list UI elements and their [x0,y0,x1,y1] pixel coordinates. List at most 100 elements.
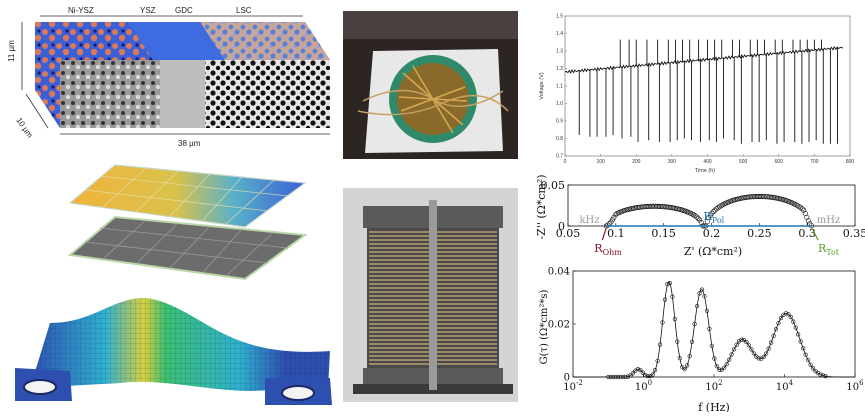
voltage-x-axis-label: Time (h) [695,168,715,174]
simulation-layers-figure [67,164,308,281]
drt-y-tick: 0.04 [548,267,570,278]
drt-point [640,370,645,375]
drt-point [638,367,643,373]
drt-point [665,282,670,287]
interconnect-plate [67,215,308,281]
drt-point [732,347,737,352]
drt-point [798,339,803,344]
voltage-x-tick: 200 [632,159,641,165]
r-ohm-label: ROhm [594,242,622,257]
voltage-y-axis-label: Voltage (V) [539,72,545,99]
drt-y-tick: 0 [564,373,570,384]
length-dimension-label: 38 µm [178,139,201,148]
drt-x-tick: 104 [776,379,794,393]
voltage-x-tick: 300 [668,159,677,165]
impedance-y-axis-label: -Z'' (Ω*cm²) [535,175,548,240]
layer-label-ni-ysz: Ni-YSZ [68,6,94,15]
r-pol-label: RPol [704,210,725,225]
impedance-point [799,206,805,212]
voltage-y-tick: 1.4 [556,31,563,37]
r-tot-label: RTot [818,242,840,257]
drt-x-tick: 106 [846,379,864,393]
drt-point [823,373,828,379]
impedance-point [805,218,811,224]
drt-point [766,346,771,351]
voltage-plot-area [564,15,851,157]
voltage-x-tick: 0 [564,159,567,165]
impedance-point [605,222,611,228]
drt-point [727,357,732,362]
drt-point [692,321,697,327]
drt-point [808,362,813,367]
drt-x-tick: 102 [705,379,722,393]
drt-plot-area [572,270,856,378]
drt-point [773,327,779,332]
drt-point [783,311,788,316]
drt-point [611,374,616,380]
drt-point [695,304,700,309]
drt-point [707,326,712,332]
drt-point [776,320,781,326]
voltage-y-tick: 0.9 [556,119,563,125]
voltage-x-tick: 400 [703,159,712,165]
impedance-point [710,209,716,215]
drt-point [796,332,801,337]
drt-point [667,281,672,286]
voltage-y-tick: 1.5 [556,14,563,20]
drt-point [702,294,707,299]
drt-point [615,374,621,380]
drt-point [685,363,690,368]
drt-point [788,314,793,320]
impedance-chart: 0.05 0.1 0.15 0.2 0.25 0.3 0.35 0 0.05 RPol kHz … [535,174,865,265]
deformation-mesh-panel [10,283,340,408]
khz-label: kHz [579,215,599,226]
drt-point [811,366,816,371]
drt-point [806,358,811,363]
drt-point [704,308,710,313]
drt-point [697,291,702,296]
drt-point [630,371,635,376]
drt-point [803,352,808,357]
voltage-x-tick: 100 [596,159,605,165]
drt-point [687,354,692,359]
layer-label-ysz: YSZ [140,6,156,15]
drt-point [675,339,680,344]
drt-x-tick: 100 [635,379,652,393]
drt-chart: 10-2 100 102 104 106 0 0.02 0.04 f (Hz) G(τ) (Ω… [535,265,865,415]
drt-point [623,374,628,379]
cell-test-photo [343,11,518,159]
impedance-y-tick: 0 [558,220,565,233]
drt-point [793,325,798,330]
voltage-y-tick: 1.3 [556,49,563,55]
impedance-y-tick: 0.05 [541,179,566,192]
drt-point [662,297,668,302]
drt-point [606,374,611,380]
impedance-x-tick: 0.05 [556,227,581,240]
impedance-point [706,215,712,221]
drt-point [625,374,631,379]
drt-point [746,343,751,348]
height-dimension-label: 11 µm [7,40,16,62]
drt-point [719,367,724,372]
drt-point [771,333,776,338]
voltage-x-tick: 700 [810,159,819,165]
voltage-y-tick: 0.8 [556,136,563,142]
drt-y-axis-label: G(τ) (Ω*cm²*s) [539,289,550,364]
drt-point [813,368,818,374]
impedance-point [694,214,700,220]
drt-point [751,351,756,356]
drt-point [791,319,796,324]
impedance-x-tick: 0.15 [651,227,676,240]
drt-point [714,364,719,369]
drt-point [729,352,734,357]
layer-labels: Ni-YSZ YSZ GDC LSC [40,6,303,17]
impedance-x-tick: 0.1 [607,227,625,240]
drt-x-axis-label: f (Hz) [698,401,730,412]
drt-point [645,374,650,379]
impedance-point [698,219,704,225]
impedance-point [712,207,718,213]
layer-label-gdc: GDC [175,6,193,15]
drt-point [756,356,761,361]
stack-photo [343,188,518,402]
drt-y-tick: 0.02 [548,320,570,331]
